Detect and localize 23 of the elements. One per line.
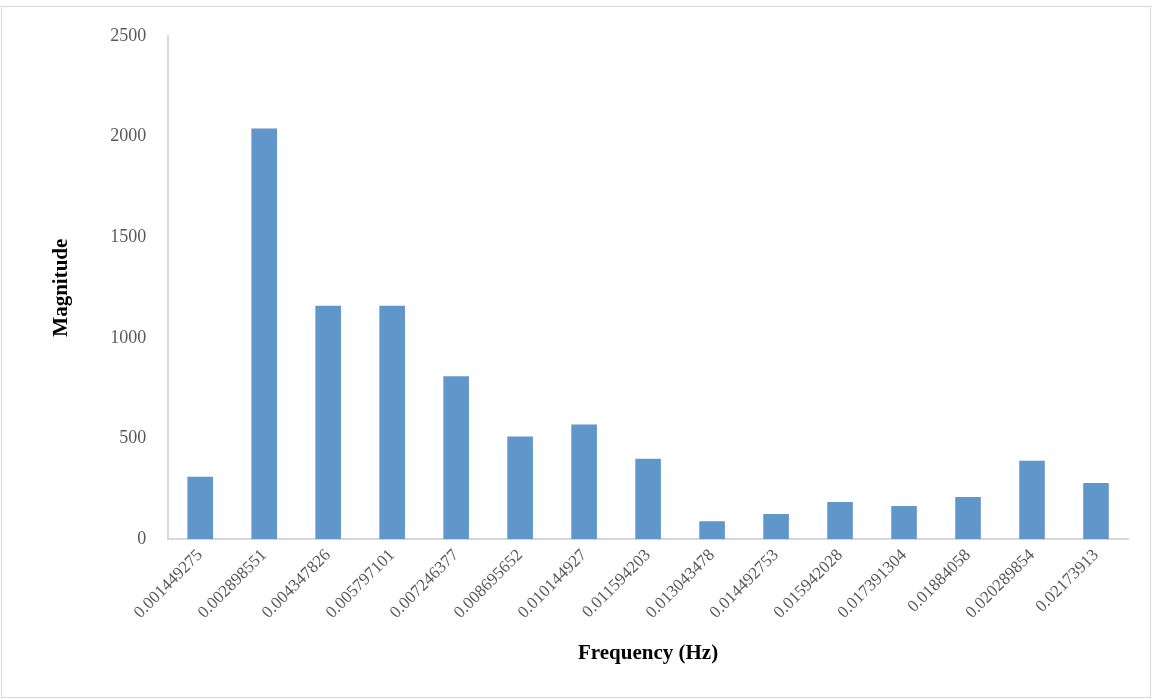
bar (507, 436, 533, 540)
bar (379, 305, 405, 540)
y-tick-label: 1000 (110, 326, 147, 347)
y-tick-label: 2000 (110, 125, 147, 146)
bar (315, 305, 341, 540)
bar (699, 521, 725, 540)
y-tick-label: 0 (137, 528, 147, 548)
bar (891, 506, 917, 540)
bar (443, 376, 469, 540)
bar (251, 128, 277, 540)
bar (827, 502, 853, 540)
y-tick-label: 1500 (110, 226, 147, 247)
bar (187, 476, 213, 540)
bar (1019, 460, 1045, 540)
bar (571, 424, 597, 540)
bar (763, 514, 789, 540)
x-axis-title: Frequency (Hz) (578, 639, 719, 664)
bar (1083, 482, 1109, 540)
y-tick-label: 500 (119, 427, 147, 448)
y-tick-label: 2500 (110, 24, 147, 45)
y-axis-title: Magnitude (48, 238, 73, 337)
bar (635, 458, 661, 540)
bar (955, 496, 981, 540)
